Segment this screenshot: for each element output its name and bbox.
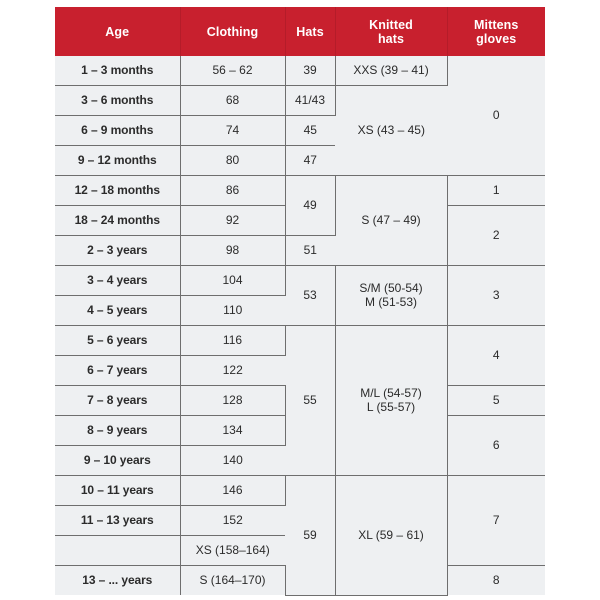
cell-mittens: 2 (447, 205, 545, 266)
table-row: 11 – 13 years 152 (55, 505, 545, 536)
table-row: 1 – 3 months 56 – 62 39 XXS (39 – 41) 0 (55, 56, 545, 176)
table-row: 2 – 3 years 98 51 (55, 235, 545, 266)
cell-clothing: 80 (180, 145, 286, 176)
cell-mittens: 6 (447, 415, 545, 476)
cell-clothing: XS (158–164) (180, 535, 285, 566)
cell-mittens: 7 (447, 475, 545, 566)
table-row: 4 – 5 years 110 (55, 295, 545, 326)
cell-age: 6 – 9 months (55, 115, 181, 146)
cell-mittens: 1 (447, 175, 545, 206)
table-row: 12 – 18 months 86 49 S (47 – 49) 1 (55, 175, 545, 266)
table-row: 6 – 7 years 122 (55, 355, 545, 386)
cell-age: 8 – 9 years (55, 415, 181, 446)
cell-age: 2 – 3 years (55, 235, 181, 266)
size-chart-table: Age Clothing Hats Knitted hats Mittens g… (55, 7, 545, 596)
cell-age: 7 – 8 years (55, 385, 181, 416)
table-row: 8 – 9 years 134 6 (55, 415, 545, 476)
cell-clothing: 68 (180, 85, 286, 116)
cell-clothing: 74 (180, 115, 286, 146)
table-row: 10 – 11 years 146 59 XL (59 – 61) 7 (55, 475, 545, 596)
cell-hats: 53 (285, 265, 336, 326)
cell-clothing: 134 (180, 415, 286, 446)
column-header-mittens: Mittens gloves (447, 7, 545, 56)
cell-age (55, 535, 181, 566)
cell-clothing: 92 (180, 205, 286, 236)
cell-knitted-hats: S/M (50-54) M (51-53) (335, 265, 448, 326)
cell-clothing: 110 (180, 295, 285, 326)
cell-knitted-hats: XS (43 – 45) (335, 85, 447, 176)
column-header-clothing: Clothing (180, 7, 286, 56)
cell-age: 3 – 6 months (55, 85, 181, 116)
cell-age: 10 – 11 years (55, 475, 181, 506)
column-header-knitted-hats: Knitted hats (335, 7, 448, 56)
cell-clothing: 140 (180, 445, 285, 476)
cell-age: 12 – 18 months (55, 175, 181, 206)
cell-clothing: 128 (180, 385, 286, 416)
cell-mittens: 4 (447, 325, 545, 386)
cell-knitted-hats: M/L (54-57) L (55-57) (335, 325, 448, 476)
cell-age: 13 – ... years (55, 565, 181, 595)
table-row: XS (158–164) (55, 535, 545, 566)
cell-clothing: 152 (180, 505, 285, 536)
table-row: 3 – 4 years 104 53 S/M (50-54) M (51-53) 3 (55, 265, 545, 326)
cell-hats: 59 (285, 475, 336, 596)
cell-age: 18 – 24 months (55, 205, 181, 236)
table-row: 5 – 6 years 116 55 M/L (54-57) L (55-57) 4 (55, 325, 545, 476)
cell-hats: 45 (285, 115, 335, 146)
header-row: Age Clothing Hats Knitted hats Mittens g… (55, 7, 545, 56)
cell-age: 11 – 13 years (55, 505, 181, 536)
cell-knitted-hats: S (47 – 49) (335, 175, 448, 266)
cell-clothing: 104 (180, 265, 286, 296)
cell-age: 1 – 3 months (55, 56, 181, 86)
table-row: 7 – 8 years 128 5 (55, 385, 545, 416)
cell-clothing: 86 (180, 175, 286, 206)
cell-age: 9 – 12 months (55, 145, 181, 176)
cell-knitted-hats: XL (59 – 61) (335, 475, 448, 596)
table-row: 13 – ... years S (164–170) 8 (55, 565, 545, 595)
cell-age: 5 – 6 years (55, 325, 181, 356)
cell-clothing: 56 – 62 (180, 56, 286, 86)
column-header-hats: Hats (285, 7, 336, 56)
table-header: Age Clothing Hats Knitted hats Mittens g… (55, 7, 545, 56)
column-header-age: Age (55, 7, 181, 56)
cell-clothing: 122 (180, 355, 285, 386)
cell-clothing: S (164–170) (180, 565, 286, 595)
cell-hats: 49 (285, 175, 336, 236)
table-row: 6 – 9 months 74 45 (55, 115, 545, 146)
cell-clothing: 116 (180, 325, 286, 356)
cell-age: 4 – 5 years (55, 295, 181, 326)
table-row: 18 – 24 months 92 2 (55, 205, 545, 266)
cell-mittens: 0 (447, 56, 545, 176)
cell-age: 3 – 4 years (55, 265, 181, 296)
cell-knitted-hats: XXS (39 – 41) (335, 56, 448, 86)
cell-age: 6 – 7 years (55, 355, 181, 386)
cell-hats: 41/43 (285, 85, 336, 116)
cell-clothing: 98 (180, 235, 286, 266)
cell-mittens: 8 (447, 565, 545, 595)
cell-mittens: 3 (447, 265, 545, 326)
cell-hats: 51 (285, 235, 335, 266)
table-row: 9 – 12 months 80 47 (55, 145, 545, 176)
table-row: 9 – 10 years 140 (55, 445, 545, 476)
cell-age: 9 – 10 years (55, 445, 181, 476)
table-row: 3 – 6 months 68 41/43 XS (43 – 45) (55, 85, 545, 176)
cell-hats: 47 (285, 145, 335, 176)
cell-hats: 39 (285, 56, 336, 86)
table-body: 1 – 3 months 56 – 62 39 XXS (39 – 41) 0 3 – 6… (55, 56, 545, 596)
cell-clothing: 146 (180, 475, 286, 506)
cell-hats: 55 (285, 325, 336, 476)
cell-mittens: 5 (447, 385, 545, 416)
